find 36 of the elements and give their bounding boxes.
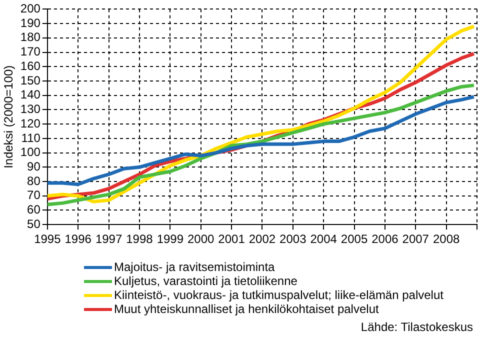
y-tick-label: 170 bbox=[20, 44, 41, 59]
legend-label: Muut yhteiskunnalliset ja henkilökohtaiset palvelut bbox=[114, 302, 379, 316]
x-tick-label: 2008 bbox=[432, 232, 460, 246]
text: Lähde: Tilastokeskus bbox=[360, 320, 474, 334]
y-tick-label: 150 bbox=[20, 73, 41, 88]
y-tick-label: 120 bbox=[20, 116, 41, 130]
y-tick-label: 90 bbox=[27, 159, 41, 174]
x-tick-label: 1995 bbox=[34, 232, 62, 246]
x-tick-label: 2004 bbox=[310, 232, 338, 246]
y-axis-title: Indeksi (2000=100) bbox=[2, 65, 16, 168]
x-tick-label: 1997 bbox=[95, 232, 122, 246]
y-tick-label: 180 bbox=[20, 30, 41, 44]
x-tick-label: 1999 bbox=[156, 232, 184, 246]
x-tick-label: 2002 bbox=[248, 232, 276, 246]
y-tick-label: 140 bbox=[20, 88, 41, 102]
x-tick-label: 1998 bbox=[126, 232, 154, 246]
x-tick-label: 2005 bbox=[340, 232, 368, 246]
y-tick-label: 50 bbox=[27, 216, 41, 231]
y-tick-label: 110 bbox=[21, 130, 41, 145]
y-tick-label: 100 bbox=[20, 145, 41, 160]
y-tick-label: 130 bbox=[20, 102, 41, 116]
x-tick-label: 2001 bbox=[218, 232, 246, 246]
x-tick-label: 2006 bbox=[372, 232, 399, 246]
y-tick-label: 80 bbox=[27, 174, 41, 188]
y-tick-label: 190 bbox=[20, 16, 41, 30]
legend-label: Kiinteistö-, vuokraus- ja tutkimuspalvelut; liike-elämän palvelut bbox=[114, 288, 444, 302]
y-tick-label: 60 bbox=[27, 202, 41, 217]
y-tick-label: 70 bbox=[27, 188, 41, 202]
x-tick-label: 2007 bbox=[402, 232, 430, 246]
legend-label: Majoitus- ja ravitsemistoiminta bbox=[114, 260, 275, 274]
y-tick-label: 200 bbox=[20, 2, 41, 16]
y-tick-label: 160 bbox=[20, 58, 41, 73]
legend-label: Kuljetus, varastointi ja tietoliikenne bbox=[114, 274, 298, 288]
x-tick-label: 2000 bbox=[187, 232, 215, 246]
x-tick-label: 2003 bbox=[280, 232, 307, 246]
x-tick-label: 1996 bbox=[64, 232, 92, 246]
